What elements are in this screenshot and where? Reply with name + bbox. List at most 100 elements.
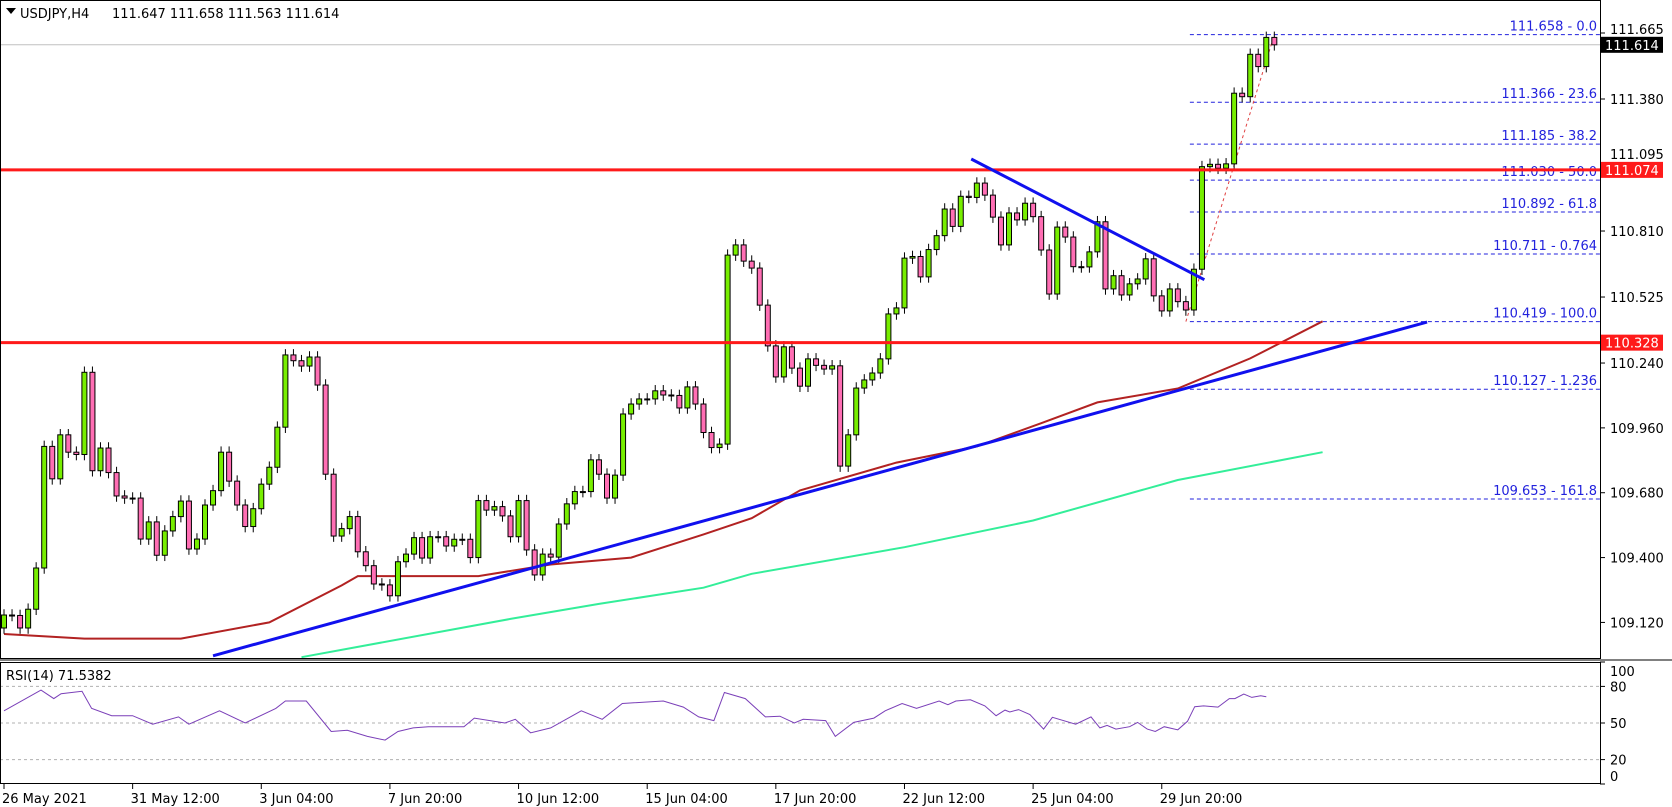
- bear-candle-body: [1174, 288, 1181, 303]
- candle: [89, 366, 96, 477]
- bull-candle-body: [97, 447, 104, 472]
- bear-candle-body: [330, 473, 337, 537]
- bear-candle-body: [1046, 249, 1053, 295]
- candle: [1030, 197, 1037, 223]
- bull-candle-body: [941, 208, 948, 237]
- candle: [1223, 158, 1230, 175]
- candle: [338, 522, 345, 542]
- bear-candle-body: [949, 208, 956, 227]
- bear-candle-body: [756, 267, 763, 306]
- bull-candle-body: [274, 426, 281, 468]
- candle: [266, 461, 273, 490]
- candle: [1166, 283, 1173, 317]
- rising-support-trendline[interactable]: [212, 320, 1428, 658]
- bear-candle-body: [547, 553, 554, 558]
- candle: [1014, 207, 1021, 226]
- bear-candle-body: [314, 356, 321, 386]
- bear-candle-body: [419, 537, 426, 559]
- candle: [346, 510, 353, 535]
- bull-candle-body: [587, 459, 594, 493]
- bear-candle-body: [234, 480, 241, 506]
- bull-candle-body: [338, 528, 345, 537]
- time-axis[interactable]: 26 May 2021 31 May 12:00 3 Jun 04:00 7 Jun …: [2, 784, 1242, 807]
- bull-candle-body: [973, 182, 980, 198]
- candle: [604, 468, 610, 504]
- bull-candle-body: [202, 504, 208, 540]
- candle: [965, 190, 972, 204]
- level-price-badge: [1601, 334, 1663, 351]
- bear-candle-body: [1239, 92, 1246, 98]
- candle: [1134, 273, 1141, 290]
- candle: [1070, 231, 1077, 273]
- candle: [242, 499, 249, 533]
- y-tick-label: 111.095: [1610, 148, 1664, 163]
- candle: [692, 381, 699, 410]
- x-tick-label: 29 Jun 20:00: [1160, 792, 1243, 807]
- candle: [523, 494, 530, 556]
- bear-candle-body: [9, 614, 16, 617]
- bull-candle-body: [41, 445, 48, 569]
- candle: [121, 490, 128, 504]
- candle: [571, 485, 578, 510]
- candle: [756, 262, 763, 311]
- bull-candle-body: [250, 508, 257, 528]
- bear-candle-body: [965, 195, 972, 198]
- current-price-label: 111.614: [1605, 39, 1659, 54]
- candle: [33, 562, 40, 616]
- bear-candle-body: [89, 371, 96, 472]
- bear-candle-body: [1271, 36, 1278, 46]
- bull-candle-body: [1166, 288, 1173, 312]
- falling-resistance-trendline[interactable]: [970, 157, 1206, 281]
- bear-candle-body: [1158, 295, 1165, 312]
- candle: [1062, 221, 1069, 243]
- bear-candle-body: [137, 497, 144, 540]
- x-tick-label: 3 Jun 04:00: [259, 792, 333, 807]
- y-tick-label: 109.120: [1610, 616, 1664, 631]
- bull-candle-body: [716, 443, 723, 449]
- fib-baseline[interactable]: [1185, 34, 1275, 322]
- candle: [579, 485, 586, 498]
- bull-candle-body: [555, 523, 562, 558]
- candle: [949, 203, 956, 233]
- candle: [443, 530, 450, 552]
- fib-level-label: 110.892 - 61.8: [1501, 197, 1597, 212]
- candle: [153, 516, 160, 562]
- candle: [1054, 221, 1061, 300]
- candle: [234, 475, 241, 511]
- candle: [330, 468, 337, 542]
- candle: [973, 177, 980, 204]
- bull-candle-body: [33, 567, 40, 610]
- bear-candle-body: [1215, 163, 1222, 169]
- candle: [1150, 253, 1157, 302]
- candle: [322, 379, 329, 480]
- bear-candle-body: [708, 432, 715, 449]
- bear-candle-body: [65, 434, 72, 453]
- candle: [893, 302, 900, 320]
- bear-candle-body: [796, 367, 803, 387]
- bear-candle-body: [1038, 216, 1045, 251]
- candle: [620, 408, 627, 481]
- candle: [1182, 295, 1189, 316]
- candle: [1190, 263, 1197, 316]
- fib-level-label: 111.366 - 23.6: [1501, 87, 1597, 102]
- bull-candle-body: [805, 358, 811, 387]
- candle: [1263, 31, 1270, 73]
- triangle-down-icon[interactable]: [6, 8, 16, 14]
- candle: [226, 446, 233, 487]
- bull-candle-body: [129, 497, 136, 500]
- bear-candle-body: [49, 445, 56, 480]
- x-tick-label: 15 Jun 04:00: [645, 792, 728, 807]
- candle: [394, 555, 401, 602]
- bull-candle-body: [177, 500, 184, 518]
- price-panel[interactable]: 111.665 111.380 111.095 110.810 110.525 110.2…: [0, 20, 1664, 659]
- candle: [282, 349, 289, 433]
- bear-candle-body: [523, 500, 530, 551]
- bull-candle-body: [1231, 92, 1238, 165]
- bear-candle-body: [1255, 53, 1262, 68]
- candle: [1, 609, 7, 634]
- bull-candle-body: [885, 313, 892, 360]
- bull-candle-body: [57, 434, 64, 480]
- symbol-label: USDJPY,H4: [20, 7, 89, 22]
